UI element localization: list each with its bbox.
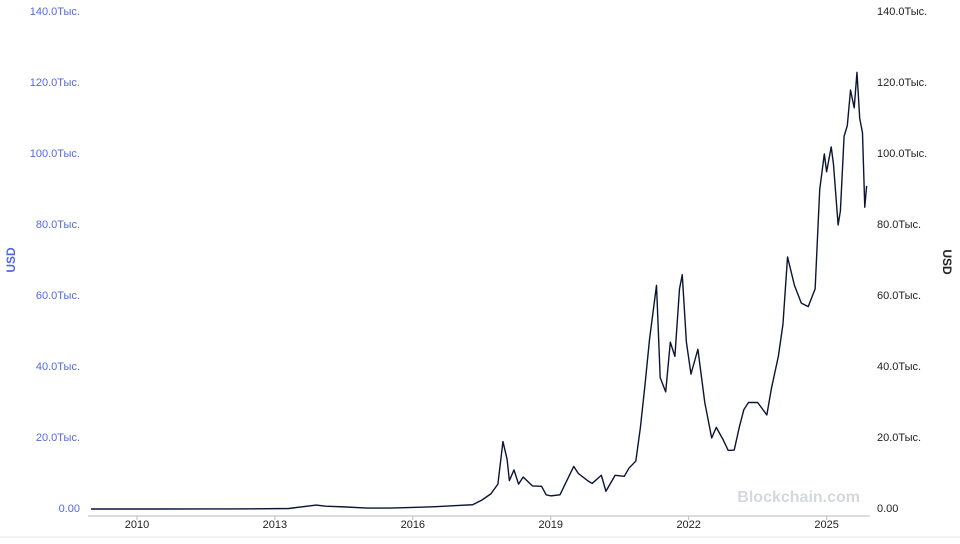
y2-tick-label: 120.0Тыс. [877,77,927,89]
y2-axis-title: USD [940,249,954,275]
y-axis-title: USD [4,247,18,273]
y2-tick-label: 40.0Тыс. [877,361,921,373]
y-tick-label: 140.0Тыс. [30,6,80,18]
y-tick-label: 20.0Тыс. [36,432,80,444]
y2-tick-label: 20.0Тыс. [877,432,921,444]
price-line [91,71,868,510]
watermark: Blockchain.com [737,489,860,506]
x-tick-label: 2016 [401,519,425,531]
y-tick-label: 100.0Тыс. [30,148,80,160]
y-tick-label: 60.0Тыс. [36,290,80,302]
x-tick-label: 2019 [539,519,563,531]
y-tick-label: 120.0Тыс. [30,77,80,89]
y2-tick-label: 140.0Тыс. [877,6,927,18]
y-tick-label: 0.00 [59,503,80,515]
y-tick-label: 40.0Тыс. [36,361,80,373]
y-tick-label: 80.0Тыс. [36,219,80,231]
x-tick-label: 2013 [263,519,287,531]
y2-tick-label: 100.0Тыс. [877,148,927,160]
y2-tick-label: 80.0Тыс. [877,219,921,231]
y2-tick-label: 60.0Тыс. [877,290,921,302]
x-tick-label: 2010 [125,519,149,531]
x-tick-label: 2025 [814,519,838,531]
x-tick-label: 2022 [676,519,700,531]
y2-tick-label: 0.00 [877,503,898,515]
